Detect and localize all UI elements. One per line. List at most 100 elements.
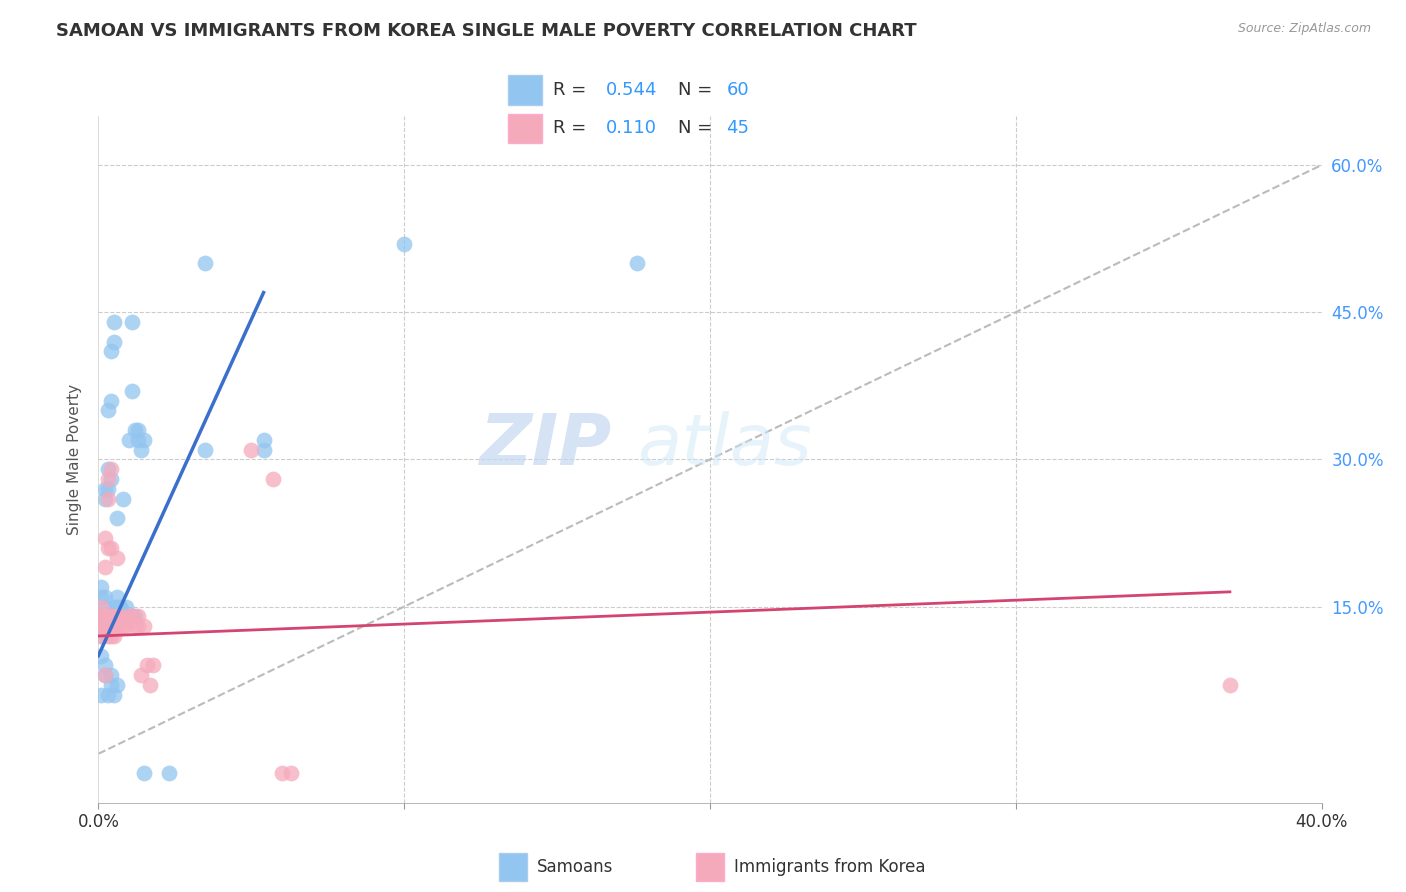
Point [103,629,125,643]
Text: 0.110: 0.110 [606,119,657,136]
Point [93,531,115,545]
Point [194,442,217,457]
Point [93,482,115,496]
Point [93,599,115,614]
Point [93,590,115,604]
Point [97,629,120,643]
Point [90,648,112,663]
Point [93,619,115,633]
Point [124,609,146,624]
Point [157,766,180,780]
Point [105,550,128,565]
Text: Immigrants from Korea: Immigrants from Korea [734,858,925,876]
Point [121,384,143,398]
Point [115,599,138,614]
Text: 0.544: 0.544 [606,81,658,99]
Point [1219,678,1241,692]
Point [127,609,149,624]
Text: ZIP: ZIP [479,411,612,480]
Point [127,423,149,437]
Point [100,393,122,408]
Point [139,678,162,692]
Point [90,619,112,633]
Point [111,609,134,624]
Point [121,609,143,624]
Point [97,472,120,486]
Point [118,609,141,624]
Point [121,609,143,624]
Point [90,688,112,702]
Point [93,668,115,682]
Point [262,472,284,486]
Point [392,236,416,251]
Point [134,766,156,780]
Point [90,629,112,643]
Point [103,619,125,633]
Point [626,256,648,270]
Point [124,423,146,437]
Point [100,668,122,682]
Point [93,491,115,506]
Point [103,688,125,702]
Text: R =: R = [553,119,598,136]
Text: atlas: atlas [637,411,811,480]
Point [115,609,138,624]
Point [103,599,125,614]
FancyBboxPatch shape [508,76,543,105]
Point [97,619,120,633]
Point [108,609,131,624]
Point [105,609,128,624]
Point [90,609,112,624]
Text: 60: 60 [727,81,749,99]
Point [108,609,131,624]
Point [118,609,141,624]
Y-axis label: Single Male Poverty: Single Male Poverty [67,384,83,535]
Point [105,619,128,633]
Point [194,256,217,270]
Point [93,609,115,624]
Point [127,619,149,633]
Text: N =: N = [678,119,718,136]
Text: R =: R = [553,81,592,99]
Point [100,472,122,486]
Point [97,609,120,624]
Point [100,629,122,643]
Text: N =: N = [678,81,718,99]
Point [97,403,120,417]
Point [93,560,115,574]
Point [105,511,128,525]
Point [100,609,122,624]
Point [90,580,112,594]
Point [270,766,292,780]
Point [134,433,156,447]
Text: SAMOAN VS IMMIGRANTS FROM KOREA SINGLE MALE POVERTY CORRELATION CHART: SAMOAN VS IMMIGRANTS FROM KOREA SINGLE M… [56,22,917,40]
FancyBboxPatch shape [508,113,543,143]
Point [136,658,159,673]
Point [127,433,149,447]
Point [115,619,138,633]
Point [129,668,152,682]
Point [90,609,112,624]
Point [252,433,274,447]
Point [108,599,131,614]
Point [103,315,125,329]
Point [118,433,141,447]
Point [105,678,128,692]
Point [97,541,120,555]
Point [93,668,115,682]
Point [93,658,115,673]
Point [97,688,120,702]
Point [90,599,112,614]
Point [100,678,122,692]
Point [93,609,115,624]
Point [105,609,128,624]
Point [129,442,152,457]
Point [280,766,302,780]
Point [97,609,120,624]
Point [124,619,146,633]
Point [134,619,156,633]
Point [105,590,128,604]
Point [103,334,125,349]
Point [121,315,143,329]
Point [90,629,112,643]
